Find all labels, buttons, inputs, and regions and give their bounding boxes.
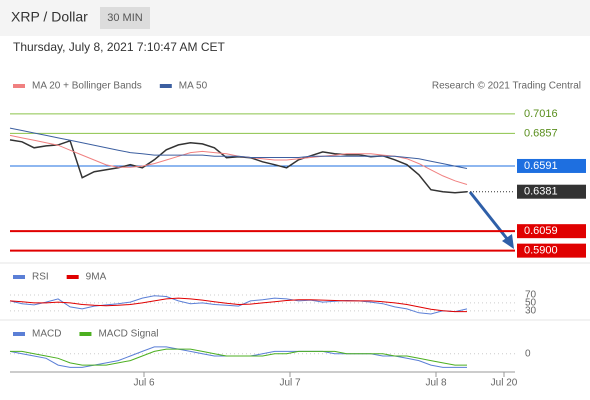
forecast-arrow <box>468 191 510 241</box>
level-box <box>517 184 586 199</box>
legend-label: MA 50 <box>179 81 208 92</box>
level-label: 0.6857 <box>524 127 558 139</box>
legend-swatch <box>66 275 79 279</box>
y-tick-label: 50 <box>525 298 537 309</box>
legend-swatch <box>13 275 25 279</box>
level-box <box>517 158 586 173</box>
y-tick-label: 0 <box>525 348 531 359</box>
legend-label: MACD Signal <box>98 329 158 340</box>
x-tick-label: Jul 8 <box>425 378 447 389</box>
level-label: 0.5900 <box>524 245 558 257</box>
level-label: 0.6381 <box>524 186 558 198</box>
series-line <box>9 127 468 169</box>
interval: 30 MIN <box>107 12 143 24</box>
x-tick-label: Jul 7 <box>279 378 301 389</box>
legend-swatch <box>79 332 92 336</box>
legend-label: 9MA <box>86 272 107 283</box>
credit: Research © 2021 Trading Central <box>432 81 581 92</box>
legend-swatch <box>13 332 25 336</box>
legend-label: MA 20 + Bollinger Bands <box>32 81 142 92</box>
y-tick-label: 70 <box>525 290 537 301</box>
x-tick-label: Jul 6 <box>133 378 155 389</box>
series-line <box>9 295 468 315</box>
legend-swatch <box>159 84 172 88</box>
level-box <box>517 243 586 258</box>
level-label: 0.7016 <box>524 108 558 120</box>
level-label: 0.6059 <box>524 225 558 237</box>
legend-swatch <box>13 84 25 88</box>
series-line <box>10 348 467 366</box>
header-bar <box>0 0 590 36</box>
level-box <box>517 224 586 239</box>
series-line <box>9 134 468 185</box>
legend-label: MACD <box>32 329 61 340</box>
legend-label: RSI <box>32 272 49 283</box>
x-tick-label: Jul 20 <box>491 378 518 389</box>
timestamp: Thursday, July 8, 2021 7:10:47 AM CET <box>13 40 226 54</box>
y-tick-label: 30 <box>525 305 537 316</box>
arrow-head <box>502 234 514 249</box>
level-label: 0.6591 <box>524 160 558 172</box>
series-line <box>9 297 467 313</box>
chart-title: XRP / Dollar <box>11 9 88 25</box>
interval-box <box>100 7 150 29</box>
